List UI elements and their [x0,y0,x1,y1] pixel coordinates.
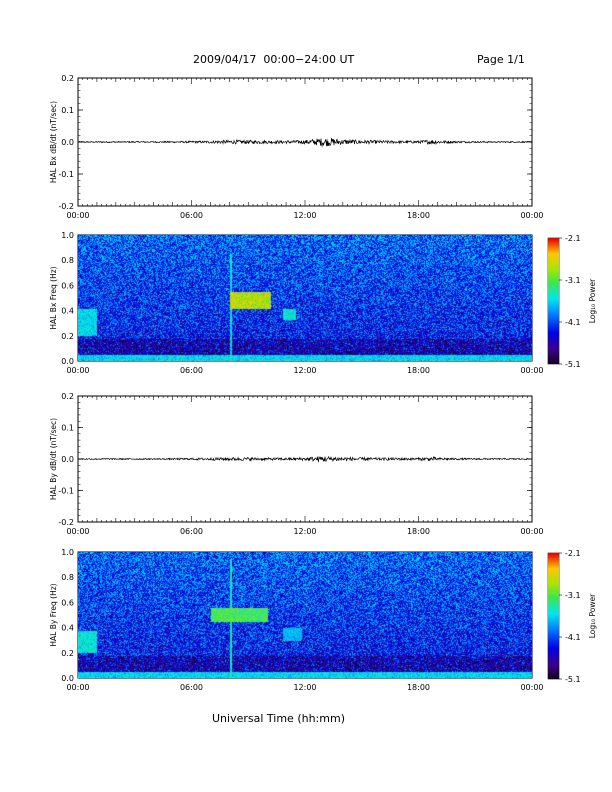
x-tick-label: 06:00 [180,683,203,692]
y-tick-label: 0.0 [61,357,74,366]
x-tick-label: 12:00 [293,683,316,692]
plot-title: 2009/04/17 00:00−24:00 UT [193,53,355,66]
by-spectrogram-image [78,552,532,678]
y-tick-label: 0.0 [61,674,74,683]
x-tick-label: 00:00 [520,366,543,375]
by-spectrogram-panel: 00:00 06:00 12:00 18:00 00:00 1.0 0.8 0.6 0.4 0.2… [49,548,597,692]
x-axis-title: Universal Time (hh:mm) [212,712,345,725]
y-tick-label: 0.4 [61,307,74,316]
y-tick-label: -0.2 [58,518,74,527]
y-tick-label: 0.6 [61,598,74,607]
colorbar-tick-label: -4.1 [565,633,581,642]
x-tick-label: 06:00 [180,211,203,220]
bx-spectrogram-image [78,235,532,361]
colorbar-tick-label: -3.1 [565,276,581,285]
x-tick-label: 00:00 [66,527,89,536]
y-tick-label: 0.1 [61,424,74,433]
y-tick-label: 0.0 [61,138,74,147]
y-tick-label: 0.4 [61,624,74,633]
colorbar-label: Log₁₀ Power [588,278,597,323]
colorbar-tick-label: -3.1 [565,591,581,600]
x-tick-label: 06:00 [180,366,203,375]
x-tick-label: 18:00 [407,211,430,220]
y-tick-label: 0.6 [61,281,74,290]
y-axis-label: HAL By dB/dt (nT/sec) [49,418,58,500]
x-tick-label: 12:00 [293,211,316,220]
y-tick-label: 0.2 [61,332,74,341]
bx-colorbar [548,238,559,364]
y-tick-label: 1.0 [61,231,74,240]
x-tick-label: 00:00 [66,211,89,220]
by-colorbar [548,553,559,679]
y-tick-label: 0.8 [61,573,74,582]
by-timeseries-panel: 00:00 06:00 12:00 18:00 00:00 0.2 0.1 0.0 -0.1 -0… [49,392,544,536]
bx-timeseries-panel: 00:00 06:00 12:00 18:00 00:00 0.2 0.1 0.0 -0.1 -0… [49,74,544,220]
dbdt-trace [77,138,533,148]
y-tick-label: 1.0 [61,548,74,557]
y-tick-label: 0.2 [61,74,74,83]
y-tick-label: 0.1 [61,106,74,115]
colorbar-tick-label: -5.1 [565,675,581,684]
colorbar-tick-label: -2.1 [565,549,581,558]
colorbar-tick-label: -2.1 [565,234,581,243]
y-axis-label: HAL Bx Freq (Hz) [49,266,58,329]
x-tick-label: 00:00 [520,683,543,692]
x-tick-label: 00:00 [66,366,89,375]
y-axis-label: HAL Bx dB/dt (nT/sec) [49,101,58,183]
y-tick-label: 0.2 [61,392,74,401]
x-tick-label: 18:00 [407,366,430,375]
x-tick-label: 12:00 [293,366,316,375]
x-tick-label: 18:00 [407,527,430,536]
x-tick-label: 00:00 [520,527,543,536]
colorbar-label: Log₁₀ Power [588,593,597,638]
x-tick-label: 00:00 [66,683,89,692]
page-indicator: Page 1/1 [477,53,525,66]
y-tick-label: 0.8 [61,256,74,265]
y-tick-label: -0.1 [58,487,74,496]
x-tick-label: 12:00 [293,527,316,536]
y-axis-label: HAL By Freq (Hz) [49,583,58,646]
dbdt-trace [77,455,533,463]
colorbar-tick-label: -4.1 [565,318,581,327]
x-tick-label: 06:00 [180,527,203,536]
x-tick-label: 00:00 [520,211,543,220]
colorbar-tick-label: -5.1 [565,360,581,369]
y-tick-label: -0.1 [58,170,74,179]
y-tick-label: -0.2 [58,202,74,211]
y-tick-label: 0.2 [61,649,74,658]
y-tick-label: 0.0 [61,455,74,464]
x-tick-label: 18:00 [407,683,430,692]
